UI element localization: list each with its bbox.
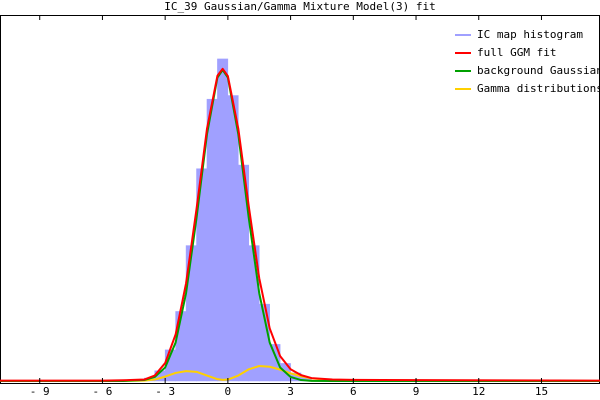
x-tick-label: 3 <box>287 385 294 398</box>
series-line <box>0 67 600 382</box>
x-tick-label: 15 <box>535 385 548 398</box>
series-line <box>0 68 600 382</box>
histogram-bar <box>217 58 229 382</box>
x-tick-label: 9 <box>413 385 420 398</box>
legend-label: full GGM fit <box>477 46 556 59</box>
legend-label: background Gaussian <box>477 64 600 77</box>
x-tick-label: 6 <box>350 385 357 398</box>
histogram-bar <box>227 95 239 382</box>
chart-title: IC_39 Gaussian/Gamma Mixture Model(3) fi… <box>164 0 436 13</box>
x-tick-label: 0 <box>225 385 232 398</box>
x-tick-label: - 9 <box>30 385 50 398</box>
legend-label: IC map histogram <box>477 28 583 41</box>
x-tick-label: 12 <box>472 385 485 398</box>
x-tick-label: - 3 <box>155 385 175 398</box>
histogram-bar <box>206 98 218 382</box>
x-tick-label: - 6 <box>93 385 113 398</box>
legend-label: Gamma distributions <box>477 82 600 95</box>
